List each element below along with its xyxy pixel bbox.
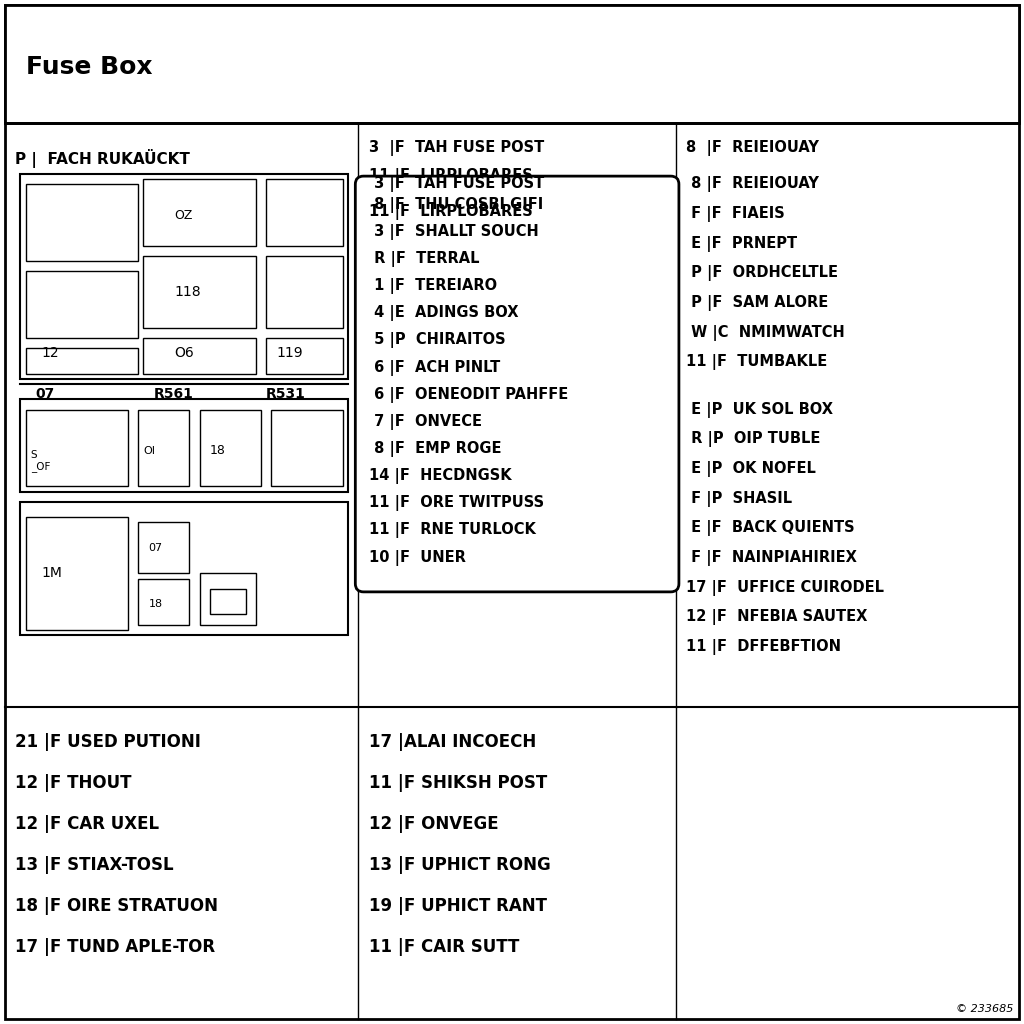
Text: 1 |F  TEREIARO: 1 |F TEREIARO xyxy=(369,279,497,294)
Text: 12 |F CAR UXEL: 12 |F CAR UXEL xyxy=(15,815,160,834)
Text: 11 |F  TUMBAKLE: 11 |F TUMBAKLE xyxy=(686,354,827,371)
Bar xyxy=(20,502,348,635)
Text: 12 |F ONVEGE: 12 |F ONVEGE xyxy=(369,815,499,834)
Text: 11 |F  DFFEBFTION: 11 |F DFFEBFTION xyxy=(686,639,841,655)
Text: R531: R531 xyxy=(266,387,306,401)
Text: 5 |P  CHIRAITOS: 5 |P CHIRAITOS xyxy=(369,333,505,348)
Bar xyxy=(138,522,189,573)
Bar xyxy=(266,179,343,246)
Text: 11 |F  ORE TWITPUSS: 11 |F ORE TWITPUSS xyxy=(369,496,544,511)
Text: 3 |F  SHALLT SOUCH: 3 |F SHALLT SOUCH xyxy=(369,224,539,240)
Text: P |F  SAM ALORE: P |F SAM ALORE xyxy=(686,295,828,311)
Text: 3  |F  TAH FUSE POST: 3 |F TAH FUSE POST xyxy=(369,140,544,157)
Bar xyxy=(20,399,348,492)
Text: 8 |F  EMP ROGE: 8 |F EMP ROGE xyxy=(369,441,501,457)
Text: © 233685: © 233685 xyxy=(956,1004,1014,1014)
Bar xyxy=(26,348,138,374)
Bar xyxy=(26,410,128,486)
Text: 17 |ALAI INCOECH: 17 |ALAI INCOECH xyxy=(369,733,536,752)
Bar xyxy=(26,271,138,338)
Text: OI: OI xyxy=(143,445,156,456)
Text: 4 |E  ADINGS BOX: 4 |E ADINGS BOX xyxy=(369,305,518,322)
Text: P |  FACH RUKAÜCKT: P | FACH RUKAÜCKT xyxy=(15,150,190,168)
Text: 11 |F  LIRPLOBARES: 11 |F LIRPLOBARES xyxy=(369,204,532,220)
Bar xyxy=(138,579,189,625)
Text: 19 |F UPHICT RANT: 19 |F UPHICT RANT xyxy=(369,897,547,915)
Bar xyxy=(26,184,138,261)
Text: 18 |F OIRE STRATUON: 18 |F OIRE STRATUON xyxy=(15,897,218,915)
Text: E |P  OK NOFEL: E |P OK NOFEL xyxy=(686,461,816,477)
Text: 14 |F  HECDNGSK: 14 |F HECDNGSK xyxy=(369,468,511,484)
Bar xyxy=(143,256,256,328)
Bar xyxy=(266,256,343,328)
Text: E |F  PRNEPT: E |F PRNEPT xyxy=(686,236,798,252)
Bar xyxy=(143,338,256,374)
Text: F |F  FIAEIS: F |F FIAEIS xyxy=(686,206,784,222)
Text: 3 |F  TAH FUSE POST: 3 |F TAH FUSE POST xyxy=(369,176,544,193)
Text: 17 |F  UFFICE CUIRODEL: 17 |F UFFICE CUIRODEL xyxy=(686,580,884,596)
Text: 07: 07 xyxy=(36,387,55,401)
Text: 8  |F  REIEIOUAY: 8 |F REIEIOUAY xyxy=(686,140,819,157)
Bar xyxy=(200,410,261,486)
Text: W |C  NMIMWATCH: W |C NMIMWATCH xyxy=(686,325,845,341)
Bar xyxy=(210,589,246,614)
Text: E |F  BACK QUIENTS: E |F BACK QUIENTS xyxy=(686,520,855,537)
Text: 18: 18 xyxy=(210,444,226,457)
Bar xyxy=(143,179,256,246)
Bar xyxy=(20,174,348,379)
Text: Fuse Box: Fuse Box xyxy=(26,54,153,79)
Text: 13 |F UPHICT RONG: 13 |F UPHICT RONG xyxy=(369,856,550,874)
Text: 8 |F  THU COSBI GIFI: 8 |F THU COSBI GIFI xyxy=(369,197,543,213)
Text: 12 |F THOUT: 12 |F THOUT xyxy=(15,774,132,793)
Text: 11 |F CAIR SUTT: 11 |F CAIR SUTT xyxy=(369,938,519,956)
Text: 21 |F USED PUTIONI: 21 |F USED PUTIONI xyxy=(15,733,202,752)
Text: 119: 119 xyxy=(276,346,303,360)
Text: R |P  OIP TUBLE: R |P OIP TUBLE xyxy=(686,431,820,447)
Text: 8 |F  REIEIOUAY: 8 |F REIEIOUAY xyxy=(686,176,819,193)
Text: 17 |F TUND APLE-TOR: 17 |F TUND APLE-TOR xyxy=(15,938,215,956)
Text: 11 |F SHIKSH POST: 11 |F SHIKSH POST xyxy=(369,774,547,793)
Text: 11 |F  LIRPLOBARES: 11 |F LIRPLOBARES xyxy=(369,168,532,184)
Text: P |F  ORDHCELTLE: P |F ORDHCELTLE xyxy=(686,265,838,282)
Text: 18: 18 xyxy=(148,599,163,609)
FancyBboxPatch shape xyxy=(355,176,679,592)
Bar xyxy=(138,410,189,486)
Bar xyxy=(271,410,343,486)
Text: 07: 07 xyxy=(148,543,163,553)
Text: R |F  TERRAL: R |F TERRAL xyxy=(369,251,479,267)
Text: 1M: 1M xyxy=(41,566,61,581)
Text: F |F  NAINPIAHIRIEX: F |F NAINPIAHIRIEX xyxy=(686,550,857,566)
Text: F |P  SHASIL: F |P SHASIL xyxy=(686,490,793,507)
Text: OZ: OZ xyxy=(174,209,193,221)
Bar xyxy=(26,517,128,630)
Text: 10 |F  UNER: 10 |F UNER xyxy=(369,550,466,565)
Text: 12 |F  NFEBIA SAUTEX: 12 |F NFEBIA SAUTEX xyxy=(686,609,867,626)
Text: 6 |F  OENEODIT PAHFFE: 6 |F OENEODIT PAHFFE xyxy=(369,387,568,402)
Text: 11 |F  RNE TURLOCK: 11 |F RNE TURLOCK xyxy=(369,522,536,539)
Text: 6 |F  ACH PINLT: 6 |F ACH PINLT xyxy=(369,359,500,376)
Bar xyxy=(5,5,1019,123)
Text: R561: R561 xyxy=(154,387,194,401)
Text: S
_OF: S _OF xyxy=(31,450,50,472)
Bar xyxy=(266,338,343,374)
Text: 7 |F  ONVECE: 7 |F ONVECE xyxy=(369,414,481,430)
Text: 118: 118 xyxy=(174,285,201,299)
Text: 12: 12 xyxy=(41,346,58,360)
Bar xyxy=(200,573,256,625)
Text: E |P  UK SOL BOX: E |P UK SOL BOX xyxy=(686,401,834,418)
Text: 13 |F STIAX-TOSL: 13 |F STIAX-TOSL xyxy=(15,856,174,874)
Text: O6: O6 xyxy=(174,346,194,360)
